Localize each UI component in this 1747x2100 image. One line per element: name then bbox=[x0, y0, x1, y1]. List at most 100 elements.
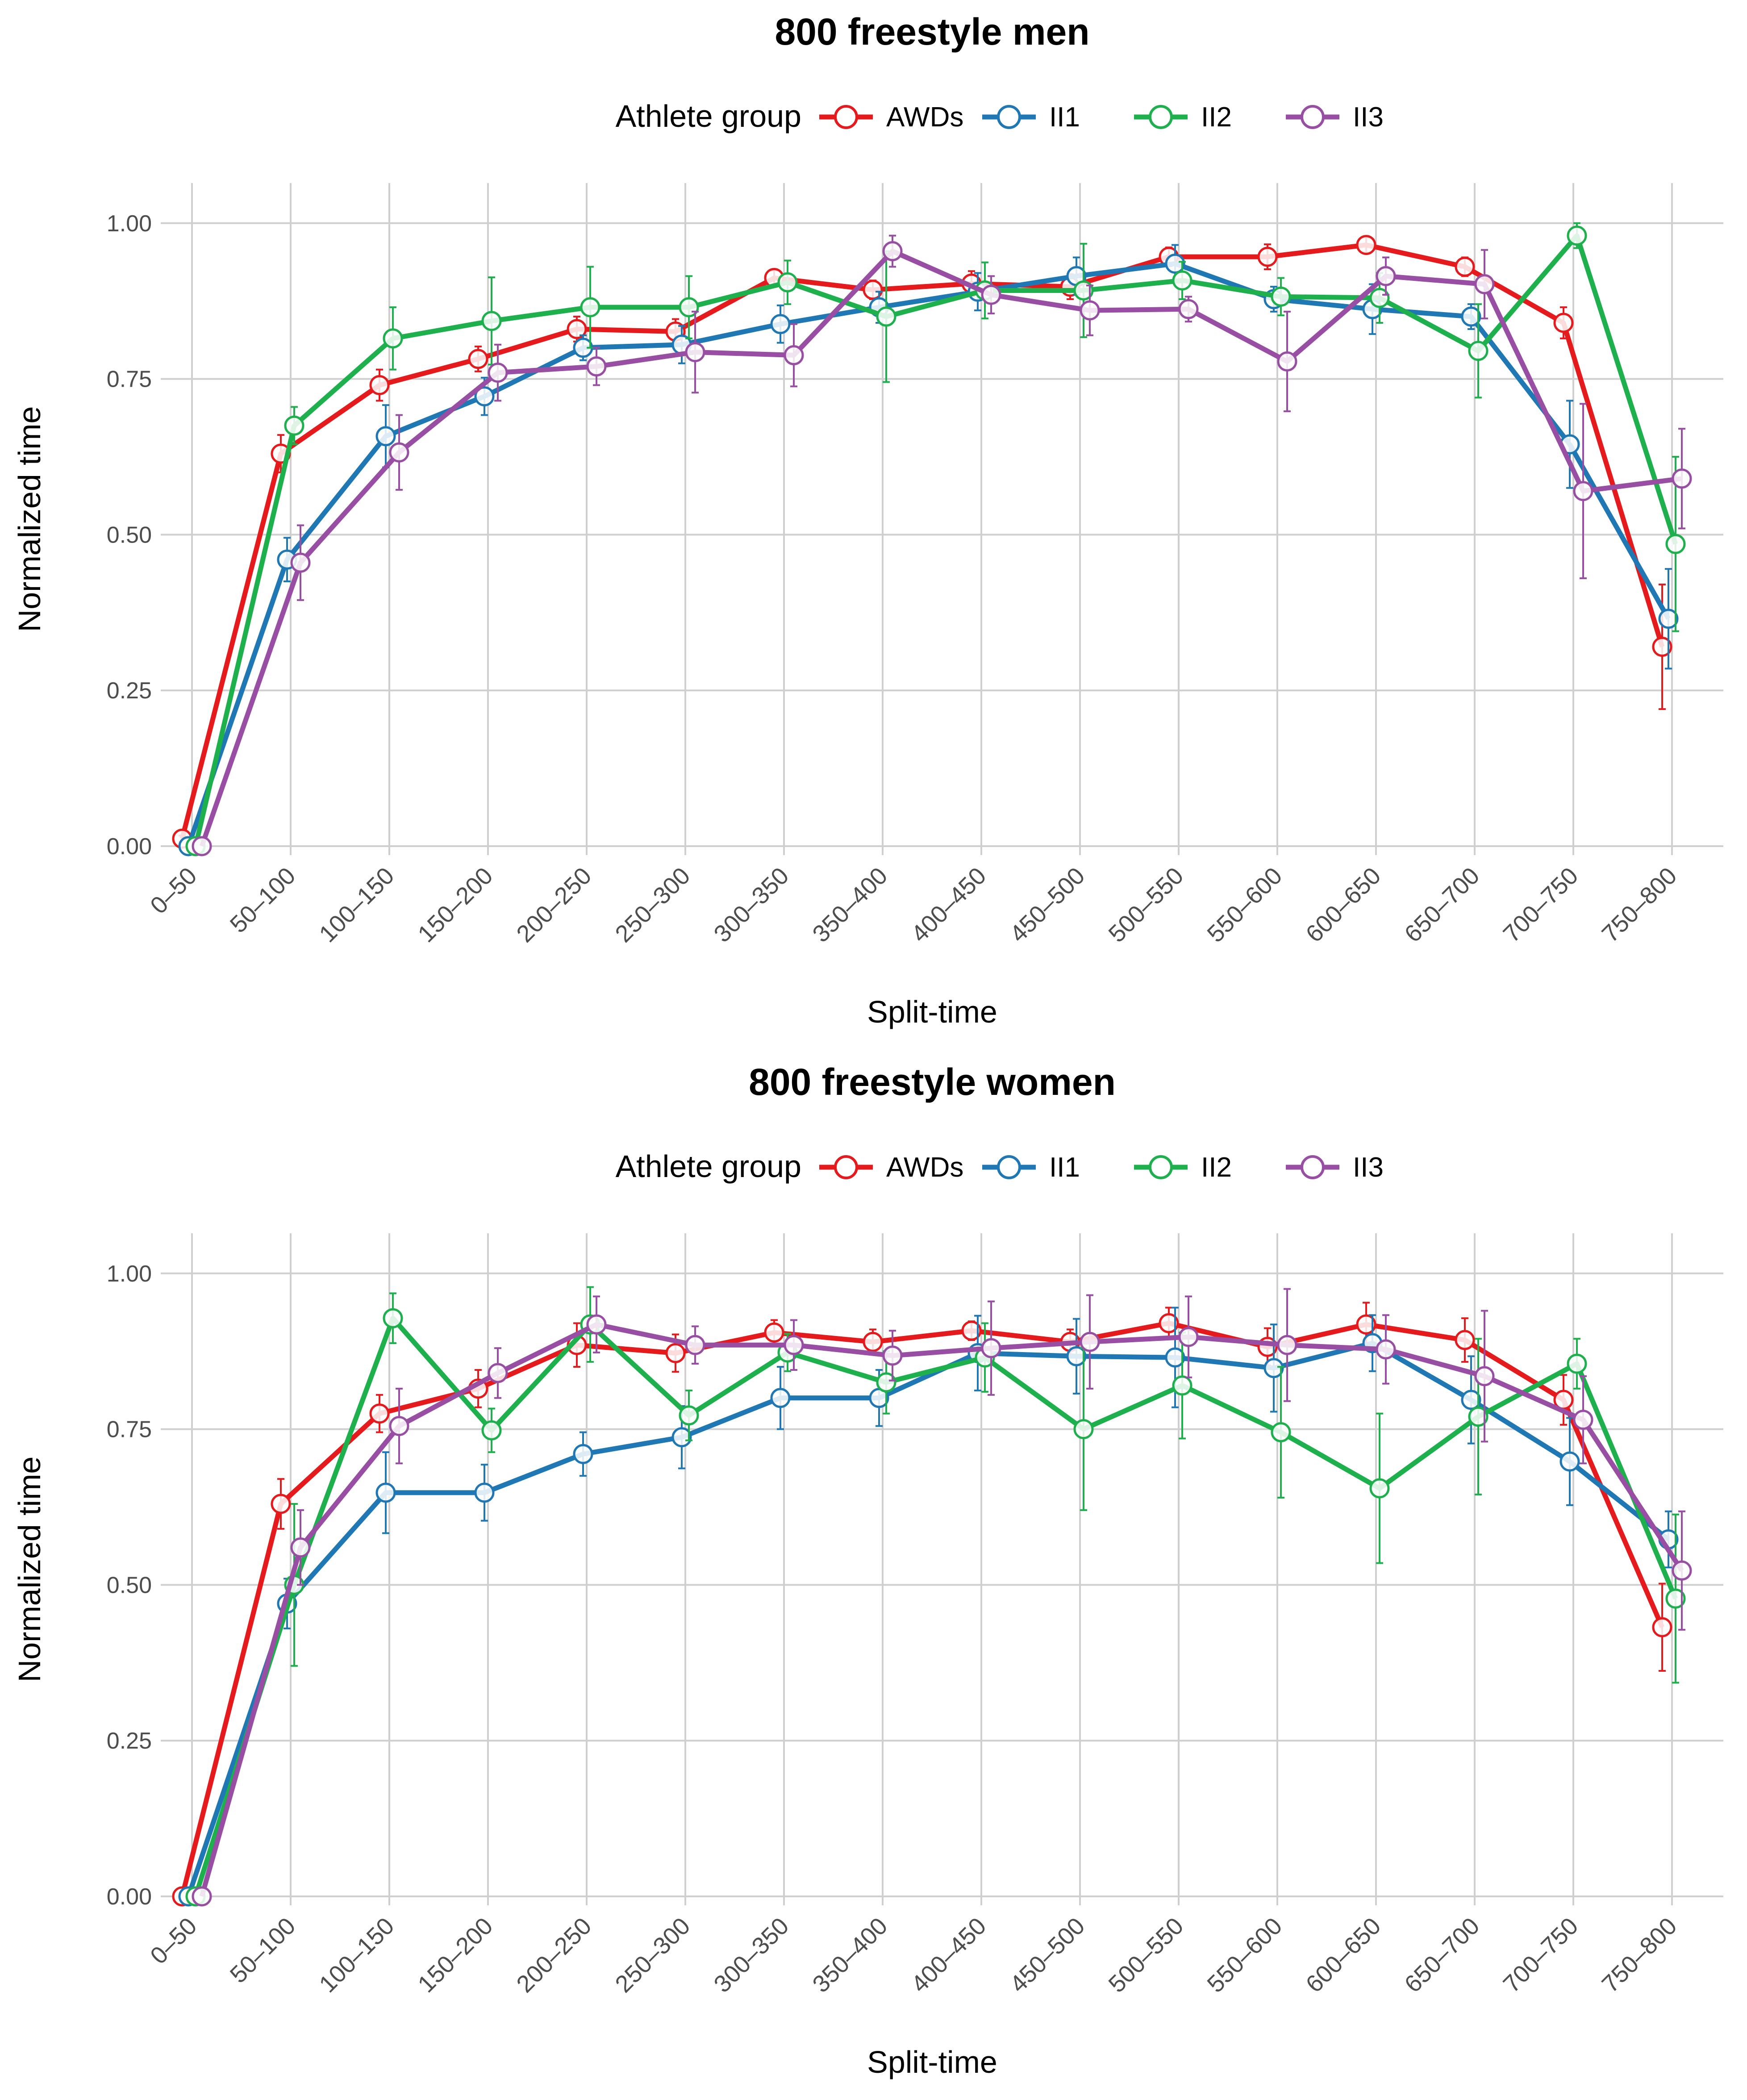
x-tick-label: 250–300 bbox=[610, 1912, 695, 1998]
x-tick-label: 650–700 bbox=[1399, 1912, 1484, 1998]
data-point bbox=[1468, 1407, 1488, 1427]
series-line bbox=[193, 233, 1678, 847]
y-axis-title: Normalized time bbox=[12, 406, 47, 632]
x-tick-label: 200–250 bbox=[511, 862, 596, 948]
chart-title: 800 freestyle women bbox=[749, 1061, 1116, 1103]
x-tick-label: 150–200 bbox=[413, 1912, 498, 1998]
legend-item-ii1: II1 bbox=[982, 1152, 1080, 1183]
x-tick-label: 500–550 bbox=[1103, 1912, 1188, 1998]
chart-title: 800 freestyle men bbox=[775, 11, 1089, 53]
data-point bbox=[1573, 1410, 1593, 1430]
x-tick-label: 200–250 bbox=[511, 1912, 596, 1998]
legend-label: II3 bbox=[1353, 102, 1384, 133]
data-point bbox=[1257, 246, 1278, 267]
data-point bbox=[1271, 286, 1291, 307]
data-point bbox=[679, 1405, 699, 1426]
y-axis-title: Normalized time bbox=[12, 1457, 47, 1683]
series-ii2 bbox=[185, 222, 1686, 856]
data-point bbox=[1178, 299, 1199, 319]
data-point bbox=[784, 1335, 804, 1355]
data-point bbox=[580, 297, 600, 317]
x-tick-label: 250–300 bbox=[610, 862, 695, 948]
data-point bbox=[1066, 1346, 1087, 1366]
series-ii3 bbox=[192, 234, 1692, 856]
data-point bbox=[1356, 235, 1376, 255]
data-point bbox=[1474, 274, 1495, 294]
series-awds bbox=[172, 235, 1672, 849]
series-line bbox=[186, 261, 1671, 847]
data-point bbox=[1461, 306, 1481, 327]
data-point bbox=[1263, 1358, 1284, 1378]
data-point bbox=[1172, 270, 1192, 291]
data-point bbox=[1172, 1375, 1192, 1396]
data-point bbox=[1658, 609, 1679, 629]
legend-key-marker bbox=[834, 105, 858, 129]
data-point bbox=[770, 314, 791, 334]
legend-key-marker bbox=[997, 1155, 1021, 1179]
data-point bbox=[1652, 637, 1672, 657]
data-point bbox=[1376, 266, 1396, 286]
legend-item-awds: AWDs bbox=[819, 1152, 963, 1183]
chart-men: 800 freestyle men Athlete group AWDs II1 II2… bbox=[0, 0, 1747, 1049]
x-tick-label: 550–600 bbox=[1202, 862, 1287, 948]
legend-item-ii2: II2 bbox=[1134, 1152, 1232, 1183]
data-point bbox=[474, 386, 495, 407]
x-tick-label: 100–150 bbox=[314, 862, 399, 948]
data-point bbox=[1665, 534, 1686, 554]
y-tick-label: 0.25 bbox=[107, 1728, 152, 1754]
data-point bbox=[192, 1886, 212, 1907]
series-ii3 bbox=[192, 1288, 1692, 1907]
legend: Athlete group AWDs II1 II2 II3 bbox=[616, 1149, 1384, 1184]
x-tick-label: 50–100 bbox=[225, 862, 301, 938]
data-point bbox=[1461, 1390, 1481, 1410]
legend-item-ii3: II3 bbox=[1286, 1152, 1384, 1183]
data-point bbox=[1159, 1313, 1179, 1333]
data-point bbox=[290, 1537, 311, 1558]
y-axis: 0.00 0.25 0.50 0.75 1.00 bbox=[107, 1261, 152, 1910]
y-tick-label: 0.00 bbox=[107, 1884, 152, 1910]
x-tick-label: 0–50 bbox=[145, 862, 202, 919]
data-point bbox=[284, 415, 304, 436]
data-point bbox=[770, 1388, 791, 1408]
data-point bbox=[863, 1332, 883, 1352]
legend-label: II2 bbox=[1201, 1152, 1232, 1183]
x-tick-label: 350–400 bbox=[807, 862, 892, 948]
data-point bbox=[1665, 1588, 1686, 1609]
x-tick-label: 650–700 bbox=[1399, 862, 1484, 948]
legend-title: Athlete group bbox=[616, 99, 801, 134]
legend-label: AWDs bbox=[886, 102, 963, 133]
data-point bbox=[488, 1363, 508, 1383]
data-point bbox=[468, 349, 488, 369]
x-axis: 0–50 50–100 100–150 150–200 200–250 250–300 30… bbox=[145, 862, 1682, 948]
series-line bbox=[179, 242, 1665, 839]
data-point bbox=[1080, 1332, 1100, 1352]
data-point bbox=[1672, 468, 1692, 489]
legend-label: II3 bbox=[1353, 1152, 1384, 1183]
data-point bbox=[375, 1482, 396, 1503]
data-point bbox=[383, 328, 403, 349]
data-point bbox=[1567, 225, 1587, 246]
y-tick-label: 0.75 bbox=[107, 1417, 152, 1443]
series-ii2 bbox=[185, 1286, 1686, 1907]
data-point bbox=[271, 1494, 291, 1514]
data-point bbox=[1553, 313, 1574, 333]
legend-item-ii3: II3 bbox=[1286, 102, 1384, 133]
x-tick-label: 450–500 bbox=[1005, 1912, 1090, 1998]
data-point bbox=[882, 1345, 903, 1366]
data-point bbox=[1356, 1314, 1376, 1335]
legend-item-ii2: II2 bbox=[1134, 102, 1232, 133]
series-line bbox=[199, 249, 1682, 847]
x-tick-label: 400–450 bbox=[906, 862, 991, 948]
data-point bbox=[1369, 1478, 1390, 1499]
data-point bbox=[961, 1320, 982, 1341]
data-point bbox=[474, 1482, 495, 1503]
legend: Athlete group AWDs II1 II2 II3 bbox=[616, 99, 1384, 134]
chart-women-svg: 800 freestyle women Athlete group AWDs II1 I… bbox=[12, 1061, 1723, 2079]
data-point bbox=[777, 272, 798, 292]
legend-item-ii1: II1 bbox=[982, 102, 1080, 133]
legend-key-marker bbox=[1149, 1155, 1173, 1179]
legend-label: II1 bbox=[1049, 102, 1080, 133]
data-point bbox=[1559, 1451, 1580, 1472]
legend-key-marker bbox=[997, 105, 1021, 129]
data-point bbox=[1277, 351, 1297, 372]
